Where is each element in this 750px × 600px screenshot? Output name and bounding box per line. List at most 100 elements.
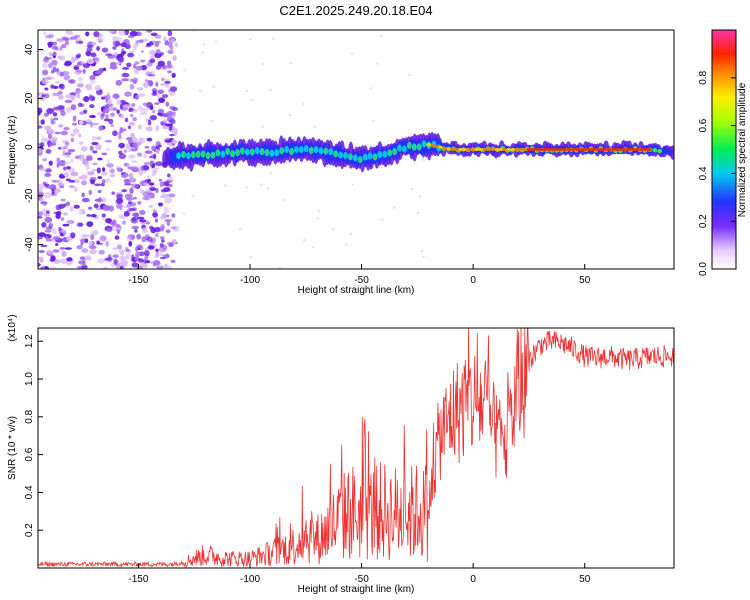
heatmap-cell	[137, 124, 142, 130]
heatmap-cell	[96, 167, 101, 174]
heatmap-cell	[63, 166, 67, 171]
heatmap-cell	[152, 260, 161, 266]
snr-x-tick-label: -50	[354, 574, 369, 585]
heatmap-cell	[64, 141, 70, 146]
colorbar-tick-label: 0.4	[698, 166, 709, 180]
heatmap-cell	[146, 62, 153, 67]
heatmap-cell	[331, 228, 334, 231]
heatmap-cell	[112, 40, 116, 46]
heatmap-cell	[50, 118, 54, 125]
heatmap-cell	[490, 148, 495, 151]
heatmap-cell	[78, 141, 84, 145]
heatmap-cell	[44, 192, 52, 199]
heatmap-cell	[89, 114, 96, 119]
colorbar-label: Normalized spectral amplitude	[737, 82, 748, 217]
heatmap-cell	[40, 266, 45, 269]
snr-panel: -150 -100 -50 0 50 0.2 0.4 0.6 0.8 1.0 1.2 Height…	[7, 314, 675, 595]
heatmap-cell	[152, 109, 156, 114]
heatmap-cell	[144, 150, 153, 155]
heatmap-cell	[166, 220, 171, 227]
heatmap-cell	[125, 247, 129, 252]
heatmap-cell	[144, 145, 150, 149]
heatmap-cell	[51, 188, 55, 195]
heatmap-cell	[96, 242, 104, 245]
heatmap-cell	[126, 235, 132, 242]
heatmap-cell	[45, 76, 53, 81]
heatmap-cell	[132, 196, 138, 200]
heatmap-cell	[164, 80, 171, 84]
heatmap-cell	[132, 142, 137, 147]
heatmap-cell	[105, 178, 111, 184]
heatmap-cell	[105, 94, 111, 100]
heatmap-cell	[93, 31, 100, 38]
heatmap-cell	[59, 45, 63, 51]
snr-x-ticks: -150 -100 -50 0 50	[128, 563, 591, 585]
colorbar-frame	[711, 29, 737, 270]
heatmap-cell	[105, 218, 112, 224]
heatmap-cell	[402, 145, 407, 153]
heatmap-cell	[116, 109, 120, 114]
heatmap-cell	[70, 171, 79, 177]
heatmap-cell	[482, 148, 487, 151]
spectrogram-panel: -150 -100 -50 0 50 -40 -20 0 20 40 Height of str…	[7, 29, 675, 296]
heatmap-cell	[318, 209, 321, 212]
heatmap-cell	[302, 103, 305, 106]
heatmap-cell	[120, 42, 127, 48]
heatmap-cell	[44, 168, 52, 173]
heatmap-cell	[376, 62, 379, 65]
snr-y-tick-label: 0.8	[24, 409, 35, 423]
heatmap-cell	[59, 175, 66, 179]
heatmap-cell	[63, 145, 68, 150]
spectrogram-x-label: Height of straight line (km)	[298, 285, 415, 296]
heatmap-cell	[60, 110, 66, 117]
heatmap-cell	[52, 41, 58, 46]
spectrogram-y-label: Frequency (Hz)	[7, 116, 18, 185]
heatmap-cell	[154, 41, 160, 48]
heatmap-cell	[116, 193, 123, 199]
heatmap-cell	[112, 36, 119, 42]
heatmap-cell	[84, 255, 92, 261]
heatmap-cell	[70, 31, 74, 36]
heatmap-cell	[122, 128, 127, 132]
heatmap-cell	[147, 245, 155, 250]
heatmap-cell	[66, 151, 72, 155]
heatmap-cell	[38, 232, 47, 237]
heatmap-cell	[45, 238, 53, 242]
heatmap-cell	[105, 240, 109, 247]
heatmap-cell	[205, 151, 211, 160]
heatmap-cell	[279, 147, 285, 155]
heatmap-cell	[68, 79, 76, 84]
heatmap-cell	[44, 93, 50, 99]
heatmap-cell	[145, 80, 152, 83]
heatmap-cell	[158, 178, 163, 182]
heatmap-cell	[458, 148, 463, 151]
colorbar-tick-label: 0.0	[698, 262, 709, 276]
heatmap-cell	[129, 113, 134, 118]
heatmap-cell	[421, 140, 427, 148]
heatmap-cell	[155, 81, 159, 87]
heatmap-cell	[81, 208, 86, 215]
heatmap-cell	[101, 217, 105, 220]
heatmap-cell	[106, 92, 111, 96]
heatmap-cell	[49, 138, 56, 142]
heatmap-cell	[85, 50, 92, 57]
heatmap-cell	[78, 133, 82, 138]
spectrogram-y-ticks: -40 -20 0 20 40	[24, 44, 43, 252]
heatmap-cell	[406, 141, 412, 150]
heatmap-cell	[94, 183, 102, 187]
heatmap-cell	[112, 130, 118, 137]
snr-y-tick-label: 1.2	[24, 334, 35, 348]
heatmap-cell	[333, 150, 339, 158]
heatmap-cell	[63, 127, 70, 131]
heatmap-cell	[153, 226, 161, 233]
heatmap-cell	[58, 83, 64, 89]
heatmap-cell	[51, 59, 59, 66]
heatmap-cell	[478, 148, 483, 151]
heatmap-cell	[70, 232, 76, 239]
heatmap-cell	[60, 130, 68, 136]
heatmap-cell	[318, 147, 324, 155]
heatmap-cell	[134, 229, 138, 233]
heatmap-cell	[643, 148, 648, 151]
heatmap-cell	[623, 148, 628, 151]
heatmap-cell	[127, 125, 132, 130]
